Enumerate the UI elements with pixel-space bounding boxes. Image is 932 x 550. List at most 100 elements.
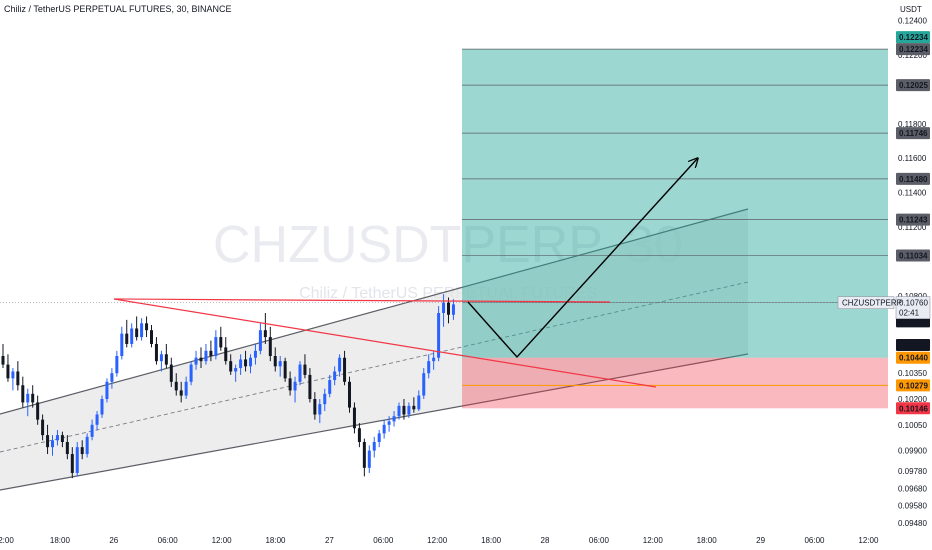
candle[interactable] (110, 368, 114, 389)
candle[interactable] (169, 357, 173, 387)
candle[interactable] (164, 343, 168, 369)
candle[interactable] (219, 326, 223, 351)
candle[interactable] (249, 354, 252, 374)
candle[interactable] (184, 376, 188, 399)
candle[interactable] (422, 368, 426, 399)
candle[interactable] (65, 435, 69, 460)
candle[interactable] (352, 402, 356, 434)
candle[interactable] (125, 319, 129, 348)
candle[interactable] (362, 438, 366, 477)
candle[interactable] (273, 347, 277, 372)
candle[interactable] (234, 364, 238, 382)
candle[interactable] (135, 316, 139, 341)
candle[interactable] (258, 323, 262, 355)
candle[interactable] (90, 419, 94, 441)
channel-upper-line[interactable] (0, 208, 749, 415)
candle[interactable] (21, 376, 25, 408)
candle[interactable] (6, 354, 10, 382)
horizontal-resistance-line[interactable] (113, 298, 611, 303)
loss-zone[interactable] (462, 357, 888, 409)
candle[interactable] (204, 343, 208, 365)
candle[interactable] (105, 378, 109, 403)
candle[interactable] (179, 381, 183, 403)
candle[interactable] (199, 347, 203, 369)
candle[interactable] (447, 297, 450, 324)
candle[interactable] (357, 423, 361, 448)
candle[interactable] (145, 316, 149, 338)
candle[interactable] (100, 395, 104, 418)
candle[interactable] (80, 440, 84, 460)
candle[interactable] (407, 402, 411, 418)
candle[interactable] (328, 374, 332, 398)
channel-mid-line[interactable] (0, 281, 749, 453)
candle[interactable] (367, 445, 371, 473)
candle[interactable] (41, 414, 45, 441)
candle[interactable] (85, 433, 89, 458)
candle[interactable] (278, 356, 282, 377)
projection-path[interactable] (467, 159, 697, 359)
candle[interactable] (95, 411, 99, 430)
channel-lower-line[interactable] (0, 353, 749, 491)
candle[interactable] (1, 343, 5, 369)
candle[interactable] (308, 368, 312, 403)
candle[interactable] (372, 436, 376, 458)
candle[interactable] (115, 350, 119, 377)
candle[interactable] (214, 330, 218, 360)
candle[interactable] (55, 429, 59, 446)
candle[interactable] (417, 390, 421, 412)
candle[interactable] (323, 388, 327, 412)
candle[interactable] (377, 429, 381, 448)
candle[interactable] (154, 337, 158, 365)
candle[interactable] (263, 313, 267, 344)
candle[interactable] (298, 361, 302, 386)
candle[interactable] (31, 385, 35, 408)
candle[interactable] (293, 376, 297, 403)
candle[interactable] (437, 306, 441, 362)
candle[interactable] (60, 431, 64, 448)
candle[interactable] (229, 354, 233, 375)
candle[interactable] (313, 392, 317, 420)
candle[interactable] (244, 350, 248, 372)
candle[interactable] (239, 354, 243, 375)
candle[interactable] (70, 447, 74, 479)
descending-trendline[interactable] (113, 298, 657, 388)
candle[interactable] (224, 337, 228, 365)
candle[interactable] (427, 354, 431, 379)
candle[interactable] (387, 416, 391, 432)
candle[interactable] (442, 294, 446, 327)
candle[interactable] (46, 424, 50, 455)
candle[interactable] (288, 371, 292, 396)
candle[interactable] (11, 368, 15, 391)
candle[interactable] (75, 442, 79, 477)
candle[interactable] (16, 361, 20, 391)
candle[interactable] (130, 323, 134, 348)
candle[interactable] (412, 397, 416, 413)
candle[interactable] (189, 361, 193, 386)
candle[interactable] (174, 373, 178, 396)
candle[interactable] (120, 326, 124, 360)
candle[interactable] (194, 350, 198, 370)
candle[interactable] (333, 366, 337, 386)
candle[interactable] (397, 402, 401, 420)
candle[interactable] (318, 399, 322, 424)
candle[interactable] (303, 354, 307, 379)
candle[interactable] (338, 354, 342, 377)
candle[interactable] (150, 325, 153, 348)
candle[interactable] (209, 340, 213, 362)
candle[interactable] (26, 388, 30, 417)
profit-zone[interactable] (462, 49, 888, 358)
candle[interactable] (36, 395, 40, 425)
candle[interactable] (382, 419, 386, 439)
candle[interactable] (159, 350, 163, 372)
candle[interactable] (348, 376, 351, 413)
candle[interactable] (51, 435, 54, 456)
candle[interactable] (432, 350, 436, 370)
candle[interactable] (268, 326, 272, 362)
candle[interactable] (392, 411, 396, 427)
candle[interactable] (253, 343, 257, 365)
candle[interactable] (402, 399, 406, 420)
candle[interactable] (283, 357, 287, 382)
candle[interactable] (140, 318, 144, 341)
candle[interactable] (343, 350, 347, 386)
